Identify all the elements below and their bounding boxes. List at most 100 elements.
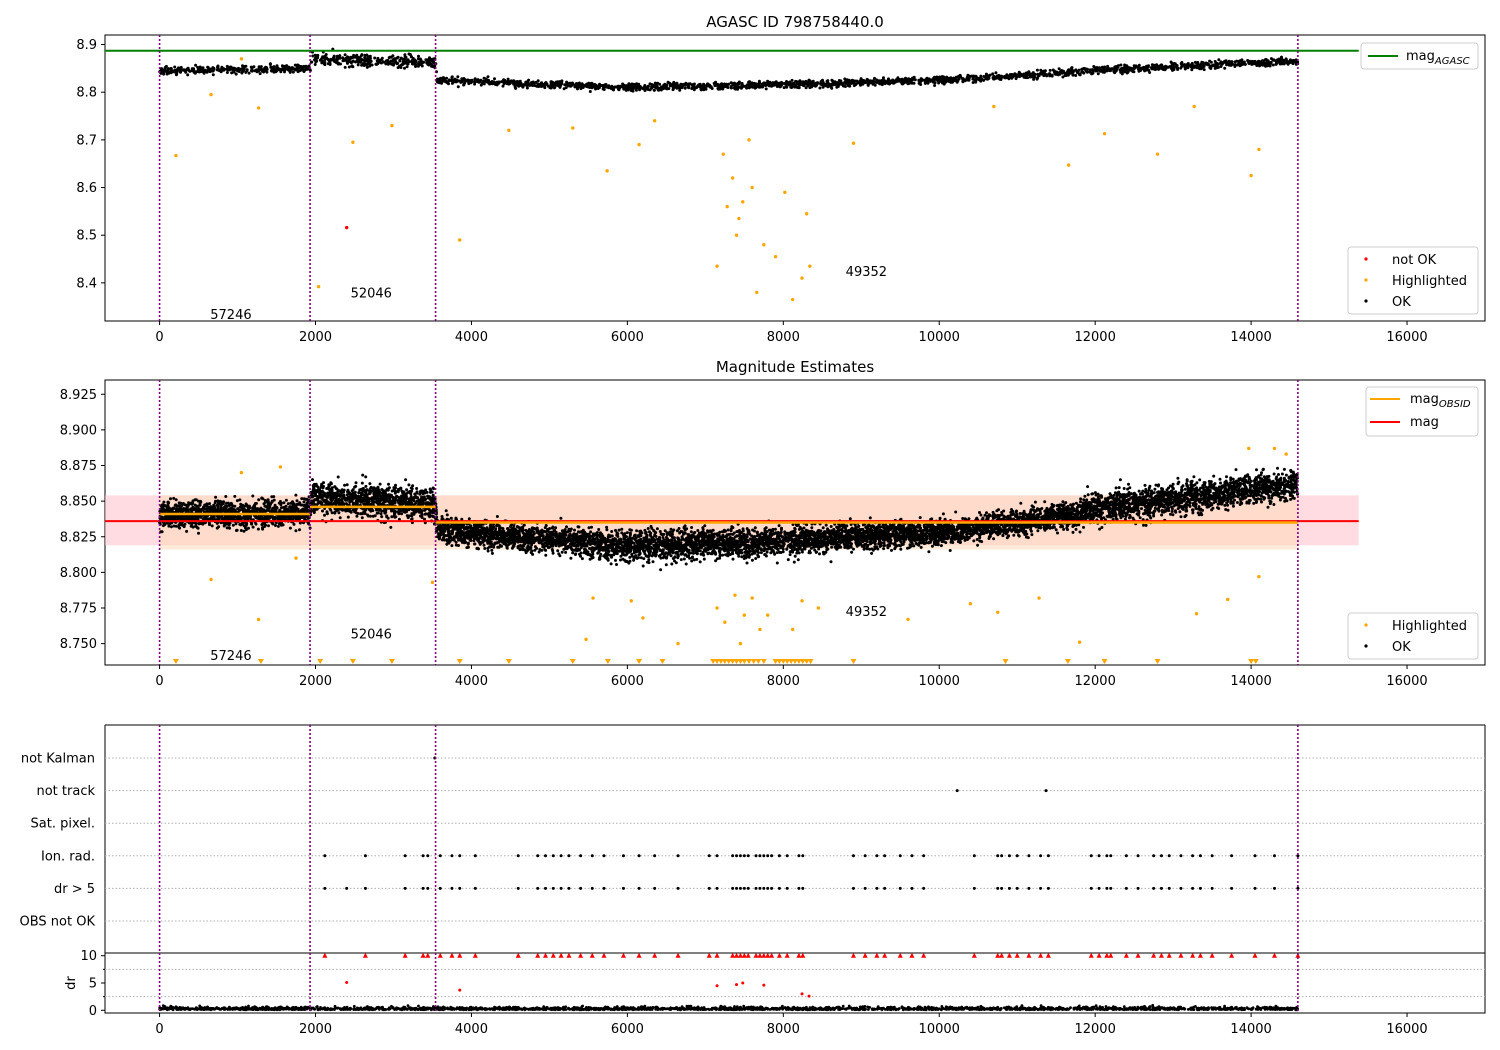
ok-point [220, 67, 224, 71]
ok-point [941, 512, 945, 516]
highlighted-point-18 [737, 216, 741, 221]
ok-point [1284, 58, 1288, 62]
ok-point [564, 550, 568, 554]
ok-point [1122, 487, 1126, 490]
ok-point [241, 64, 244, 68]
ok-point [1230, 60, 1234, 64]
ok-point [1237, 59, 1241, 63]
ok-point [1094, 69, 1098, 73]
ok-point [364, 63, 368, 67]
ok-point [502, 80, 506, 84]
ok-point [1100, 68, 1103, 72]
ok-point [732, 82, 736, 86]
ok-point [427, 508, 431, 512]
ok-point [550, 80, 553, 84]
ok-point [984, 72, 988, 76]
ok-point [1202, 481, 1206, 485]
ok-point [298, 528, 301, 532]
ok-point [493, 77, 496, 81]
ok-point [441, 76, 445, 80]
ok-point [1213, 60, 1217, 63]
ok-point [790, 78, 794, 82]
ok-point [729, 84, 733, 88]
ok-point [275, 69, 279, 73]
ok-point [1078, 530, 1082, 534]
ok-point [821, 85, 825, 89]
highlighted-point-24 [773, 254, 778, 259]
ok-point [625, 535, 628, 539]
ok-point [1074, 527, 1078, 531]
ok-point [718, 546, 722, 550]
ok-point [185, 68, 189, 72]
ok-point [1052, 69, 1056, 73]
ok-point [652, 88, 656, 92]
ok-point [540, 83, 544, 87]
ok-point [913, 78, 917, 82]
ok-point [320, 61, 324, 65]
ok-point [920, 78, 924, 82]
ok-point [579, 87, 583, 91]
ok-point [795, 551, 799, 555]
ok-point [535, 84, 539, 88]
ok-point [683, 86, 687, 90]
ok-point [197, 66, 201, 70]
ok-point [810, 526, 814, 530]
ok-point [473, 80, 477, 84]
ok-point [587, 526, 591, 530]
ok-point [394, 59, 398, 63]
ok-point [473, 542, 477, 546]
ok-point [332, 54, 336, 58]
ok-point [454, 80, 458, 84]
ok-point [335, 54, 339, 58]
ok-point [1148, 71, 1152, 74]
ok-point [938, 516, 942, 520]
x-tick-label-1-4: 8000 [767, 330, 800, 345]
ok-point [1067, 68, 1071, 72]
ok-point [244, 64, 248, 68]
ok-point [544, 553, 548, 557]
ok-point [484, 77, 488, 81]
highlighted-point-0 [174, 153, 178, 158]
ok-point [1201, 61, 1205, 65]
ok-point [820, 81, 824, 85]
ok-point [1266, 64, 1269, 68]
ok-point [1125, 71, 1129, 75]
ok-point [1284, 496, 1287, 500]
ok-point [405, 65, 409, 69]
ok-point [208, 502, 211, 506]
ok-point [669, 527, 673, 531]
ok-point [841, 84, 845, 88]
ok-point [321, 509, 324, 513]
ok-point [401, 60, 405, 64]
ok-point [336, 62, 340, 66]
ok-point [350, 60, 354, 64]
ok-point [418, 63, 422, 67]
ok-point [1271, 63, 1275, 67]
ok-point [650, 86, 653, 90]
ok-point [322, 56, 326, 60]
ok-point [1183, 67, 1187, 71]
ok-point [172, 496, 176, 500]
ok-point [1257, 61, 1261, 65]
ok-point [558, 85, 562, 89]
ok-point [804, 86, 808, 90]
ok-point [1171, 68, 1174, 72]
ok-point [1126, 487, 1130, 491]
ok-point [216, 65, 220, 69]
ok-point [486, 75, 490, 79]
ok-point [937, 81, 941, 85]
ok-point [982, 75, 986, 78]
ok-point [1267, 61, 1271, 65]
ok-point [512, 79, 516, 83]
ok-point [756, 83, 760, 87]
ok-point [207, 69, 211, 73]
ok-point [786, 82, 790, 86]
ok-point [613, 85, 617, 89]
ok-point [912, 81, 916, 85]
ok-point [1248, 486, 1252, 490]
ok-point [1119, 63, 1123, 67]
ok-point [1274, 59, 1278, 63]
ok-point [1193, 60, 1197, 64]
ok-point [391, 58, 395, 62]
ok-point [747, 86, 751, 90]
